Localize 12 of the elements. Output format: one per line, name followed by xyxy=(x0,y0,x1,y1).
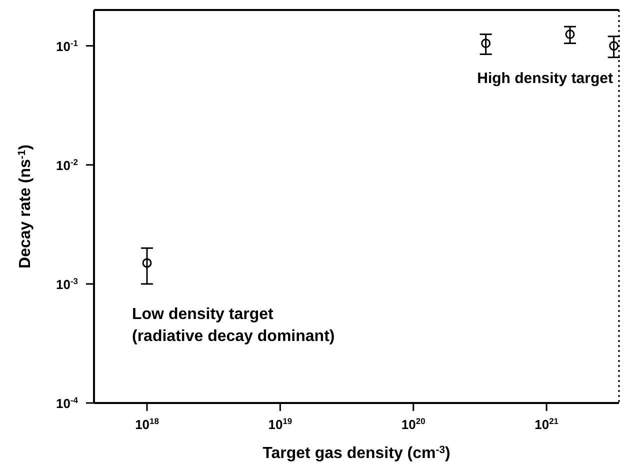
annotation: High density target xyxy=(477,70,613,87)
y-tick-label: 10$^{-3}$ xyxy=(56,276,78,292)
y-tick-label: 10$^{-4}$ xyxy=(56,395,78,411)
y-tick-label: 10$^{-1}$ xyxy=(56,38,78,54)
x-tick-label: 10$^{20}$ xyxy=(401,416,426,432)
x-tick-label: 10$^{18}$ xyxy=(135,416,160,432)
annotation: Low density target xyxy=(132,305,274,325)
x-axis-title: Target gas density (cm$^{-3}$) xyxy=(262,444,450,462)
x-tick-label: 10$^{21}$ xyxy=(534,416,559,432)
annotation: (radiative decay dominant) xyxy=(132,327,335,347)
y-tick-label: 10$^{-2}$ xyxy=(56,156,78,173)
x-tick-label: 10$^{19}$ xyxy=(268,416,292,432)
